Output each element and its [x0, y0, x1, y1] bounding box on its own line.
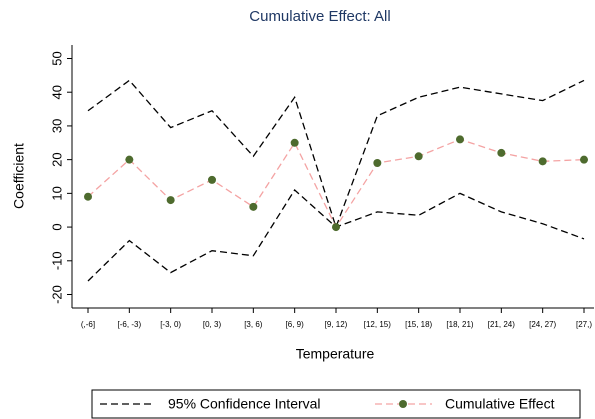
y-tick-label: -10 — [49, 251, 64, 270]
effect-marker — [125, 155, 134, 164]
x-tick-label: [-3, 0) — [160, 320, 181, 329]
effect-marker — [249, 202, 258, 211]
effect-marker — [84, 192, 92, 201]
y-tick-label: 30 — [49, 119, 64, 133]
y-tick-label: 0 — [49, 223, 64, 230]
y-tick-label: 50 — [49, 51, 64, 65]
effect-marker — [332, 223, 340, 232]
ci-upper-line — [87, 79, 585, 230]
effect-marker — [497, 148, 506, 157]
x-tick-label: [21, 24) — [488, 320, 515, 329]
effect-marker — [538, 157, 547, 166]
x-tick-label: [9, 12) — [325, 320, 348, 329]
chart-title: Cumulative Effect: All — [249, 8, 390, 25]
y-axis-label: Coefficient — [11, 143, 27, 209]
effect-marker — [580, 155, 588, 164]
y-tick-label: 10 — [49, 186, 64, 200]
x-tick-label: [0, 3) — [203, 320, 222, 329]
effect-marker — [166, 196, 175, 205]
effect-marker — [456, 135, 464, 144]
legend-marker — [399, 400, 407, 408]
ci-lower-line — [87, 188, 585, 282]
y-tick-label: -20 — [49, 285, 64, 304]
legend-box — [91, 389, 581, 419]
x-tick-label: [-6, -3) — [118, 320, 142, 329]
effect-marker — [290, 138, 299, 147]
x-tick-label: (,-6] — [81, 320, 95, 329]
effect-marker — [414, 152, 423, 161]
y-tick-label: 20 — [49, 152, 64, 166]
legend-label: 95% Confidence Interval — [168, 396, 321, 412]
x-tick-label: [15, 18) — [405, 320, 432, 329]
x-axis-label: Temperature — [296, 346, 375, 362]
effect-marker — [373, 159, 382, 168]
effect-marker — [208, 175, 216, 184]
x-tick-label: [6, 9) — [286, 320, 305, 329]
y-tick-label: 40 — [49, 85, 64, 99]
x-tick-label: [24, 27) — [529, 320, 556, 329]
x-tick-label: [27,) — [576, 320, 592, 329]
x-tick-label: [3, 6) — [244, 320, 263, 329]
x-tick-label: [12, 15) — [364, 320, 391, 329]
x-tick-label: [18, 21) — [446, 320, 473, 329]
legend-label: Cumulative Effect — [445, 396, 555, 412]
